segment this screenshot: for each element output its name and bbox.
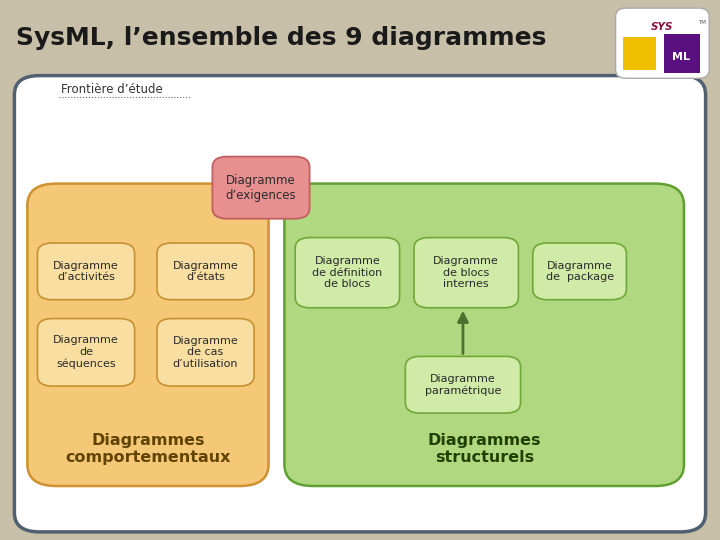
Bar <box>623 37 656 70</box>
Text: SYS: SYS <box>651 22 674 32</box>
FancyBboxPatch shape <box>157 243 254 300</box>
Text: Diagramme
d’activités: Diagramme d’activités <box>53 261 119 282</box>
FancyBboxPatch shape <box>27 184 269 486</box>
Text: SysML, l’ensemble des 9 diagrammes: SysML, l’ensemble des 9 diagrammes <box>16 26 546 50</box>
Text: Diagramme
de définition
de blocs: Diagramme de définition de blocs <box>312 256 382 289</box>
Bar <box>0 0 720 78</box>
Bar <box>664 34 701 73</box>
FancyBboxPatch shape <box>284 184 684 486</box>
FancyBboxPatch shape <box>212 157 310 219</box>
Text: Diagramme
d’exigences: Diagramme d’exigences <box>225 174 297 201</box>
Text: Frontière d’étude: Frontière d’étude <box>61 83 163 96</box>
Text: TM: TM <box>698 20 706 25</box>
FancyBboxPatch shape <box>405 356 521 413</box>
Text: Diagrammes
comportementaux: Diagrammes comportementaux <box>66 433 230 465</box>
FancyBboxPatch shape <box>414 238 518 308</box>
FancyBboxPatch shape <box>533 243 626 300</box>
Text: Diagramme
paramétrique: Diagramme paramétrique <box>425 374 501 396</box>
FancyBboxPatch shape <box>14 76 706 532</box>
Text: Diagrammes
structurels: Diagrammes structurels <box>428 433 541 465</box>
Text: Diagramme
de
séquences: Diagramme de séquences <box>53 335 119 369</box>
FancyBboxPatch shape <box>295 238 400 308</box>
FancyBboxPatch shape <box>157 319 254 386</box>
FancyBboxPatch shape <box>37 243 135 300</box>
Text: Diagramme
de  package: Diagramme de package <box>546 261 613 282</box>
FancyBboxPatch shape <box>37 319 135 386</box>
Text: Diagramme
de blocs
internes: Diagramme de blocs internes <box>433 256 499 289</box>
Text: ML: ML <box>672 52 690 63</box>
Text: Diagramme
de cas
d’utilisation: Diagramme de cas d’utilisation <box>173 336 238 369</box>
Text: Diagramme
d’états: Diagramme d’états <box>173 261 238 282</box>
FancyBboxPatch shape <box>616 8 709 78</box>
